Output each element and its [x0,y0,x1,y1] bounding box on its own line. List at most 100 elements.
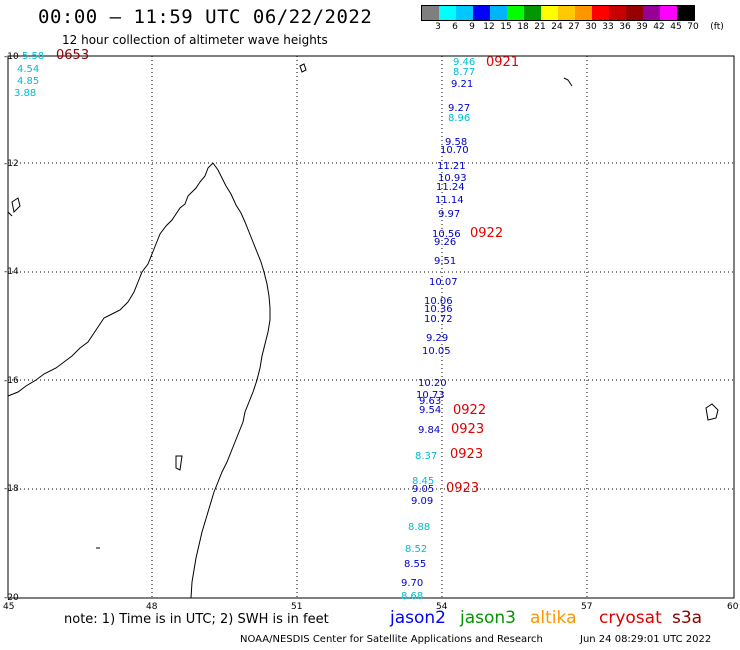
wave-height-label: 0923 [446,481,479,496]
legend-tick-label: 12 [483,22,495,32]
legend-color-swatch [558,6,575,20]
wave-height-label: 9.21 [451,79,473,90]
y-tick-label: -12 [4,159,19,169]
coastline [7,63,719,599]
wave-height-label: 10.36 [424,304,453,315]
legend-color-swatch [609,6,626,20]
mauritius-island [705,403,719,421]
page-title: 00:00 — 11:59 UTC 06/22/2022 [38,6,373,28]
x-tick-label: 51 [291,602,303,612]
legend-color-swatch [643,6,660,20]
wave-height-label: 9.70 [401,578,423,589]
wave-height-label: 8.37 [415,451,437,462]
footer-note: note: 1) Time is in UTC; 2) SWH is in fe… [64,612,329,627]
wave-height-label: 9.84 [418,425,440,436]
graticule [8,56,734,598]
legend-color-swatch [541,6,558,20]
satellite-altika-label: altika [530,608,577,628]
x-tick-label: 48 [146,602,158,612]
wave-height-label: 9.63 [419,396,441,407]
legend-color-swatch [660,6,677,20]
legend-color-swatch [490,6,507,20]
legend-color-swatch [677,6,694,20]
wave-height-label: 9.26 [434,237,456,248]
satellite-jason2-label: jason2 [390,608,446,628]
wave-height-label: 5.58 [22,51,44,62]
y-tick-label: -16 [4,376,19,386]
legend-color-swatch [439,6,456,20]
small-island-west [175,455,183,471]
wave-height-label: 8.77 [453,67,475,78]
legend-tick-label: 9 [469,22,475,32]
legend-tick-label: 36 [619,22,631,32]
map-frame [7,55,735,599]
wave-height-label: 4.54 [17,64,39,75]
wave-height-label: 0922 [453,403,486,418]
wave-height-label: 9.97 [438,209,460,220]
legend-tick-label: 3 [435,22,441,32]
wave-height-label: 0653 [56,48,89,63]
wave-height-label: 9.29 [426,333,448,344]
comoros-island-2 [7,211,13,217]
wave-height-label: 8.88 [408,522,430,533]
x-tick-label: 54 [436,602,448,612]
wave-height-label: 9.09 [411,496,433,507]
observation-labels: 5.58 4.544.853.88 0653 9.468.779.21 0921 9.27… [14,48,519,602]
wave-height-label: 10.07 [429,277,458,288]
wave-height-label: 9.51 [434,256,456,267]
legend-tick-label: 24 [551,22,563,32]
wave-height-label: 9.05 [412,484,434,495]
wave-height-label: 9.46 [453,57,475,68]
wave-height-label: 10.05 [422,346,451,357]
wave-height-label: 3.88 [14,88,36,99]
comoros-island-1 [11,197,21,214]
legend-color-swatch [422,6,439,20]
legend-tick-label: 15 [500,22,512,32]
legend-tick-label: 42 [653,22,665,32]
small-island-north [299,63,307,73]
y-tick-label: -20 [4,593,19,603]
wave-height-label: 10.06 [424,296,453,307]
legend-color-swatch [456,6,473,20]
generated-timestamp: Jun 24 08:29:01 UTC 2022 [580,634,712,645]
satellite-jason3-label: jason3 [460,608,516,628]
wave-height-label: 11.14 [435,195,464,206]
legend-tick-label: 27 [568,22,580,32]
seychelles-island [563,77,573,87]
satellite-s3a-label: s3a [672,608,703,628]
wave-height-label: 10.20 [418,378,447,389]
y-tick-label: -18 [4,484,19,494]
credit-line: NOAA/NESDIS Center for Satellite Applica… [240,634,543,645]
wave-height-label: 9.58 [445,137,467,148]
wave-height-label: 8.96 [448,113,470,124]
color-scale-legend [421,5,695,21]
wave-height-label: 4.85 [17,76,39,87]
wave-height-label: 10.56 [432,229,461,240]
wave-height-label: 0922 [470,226,503,241]
legend-color-swatch [626,6,643,20]
wave-height-label: 9.54 [419,405,441,416]
wave-height-label: 10.70 [440,145,469,156]
legend-tick-label: 21 [534,22,546,32]
x-tick-label: 45 [3,602,15,612]
legend-color-swatch [507,6,524,20]
wave-height-label: 10.73 [416,390,445,401]
wave-height-label: 0923 [451,422,484,437]
legend-tick-label: 45 [670,22,682,32]
wave-height-label: 10.72 [424,314,453,325]
legend-tick-label: 30 [585,22,597,32]
wave-height-label: 9.27 [448,103,470,114]
satellite-cryosat-label: cryosat [599,608,662,628]
legend-tick-label: 18 [517,22,529,32]
wave-height-label: 8.68 [401,591,423,602]
x-tick-label: 57 [581,602,593,612]
legend-tick-label: 70 [687,22,699,32]
legend-color-swatch [473,6,490,20]
page-subtitle: 12 hour collection of altimeter wave hei… [62,33,328,47]
wave-height-label: 11.24 [436,182,465,193]
legend-tick-label: 6 [452,22,458,32]
legend-color-swatch [524,6,541,20]
x-tick-label: 60 [727,602,739,612]
wave-height-label: 10.93 [438,173,467,184]
